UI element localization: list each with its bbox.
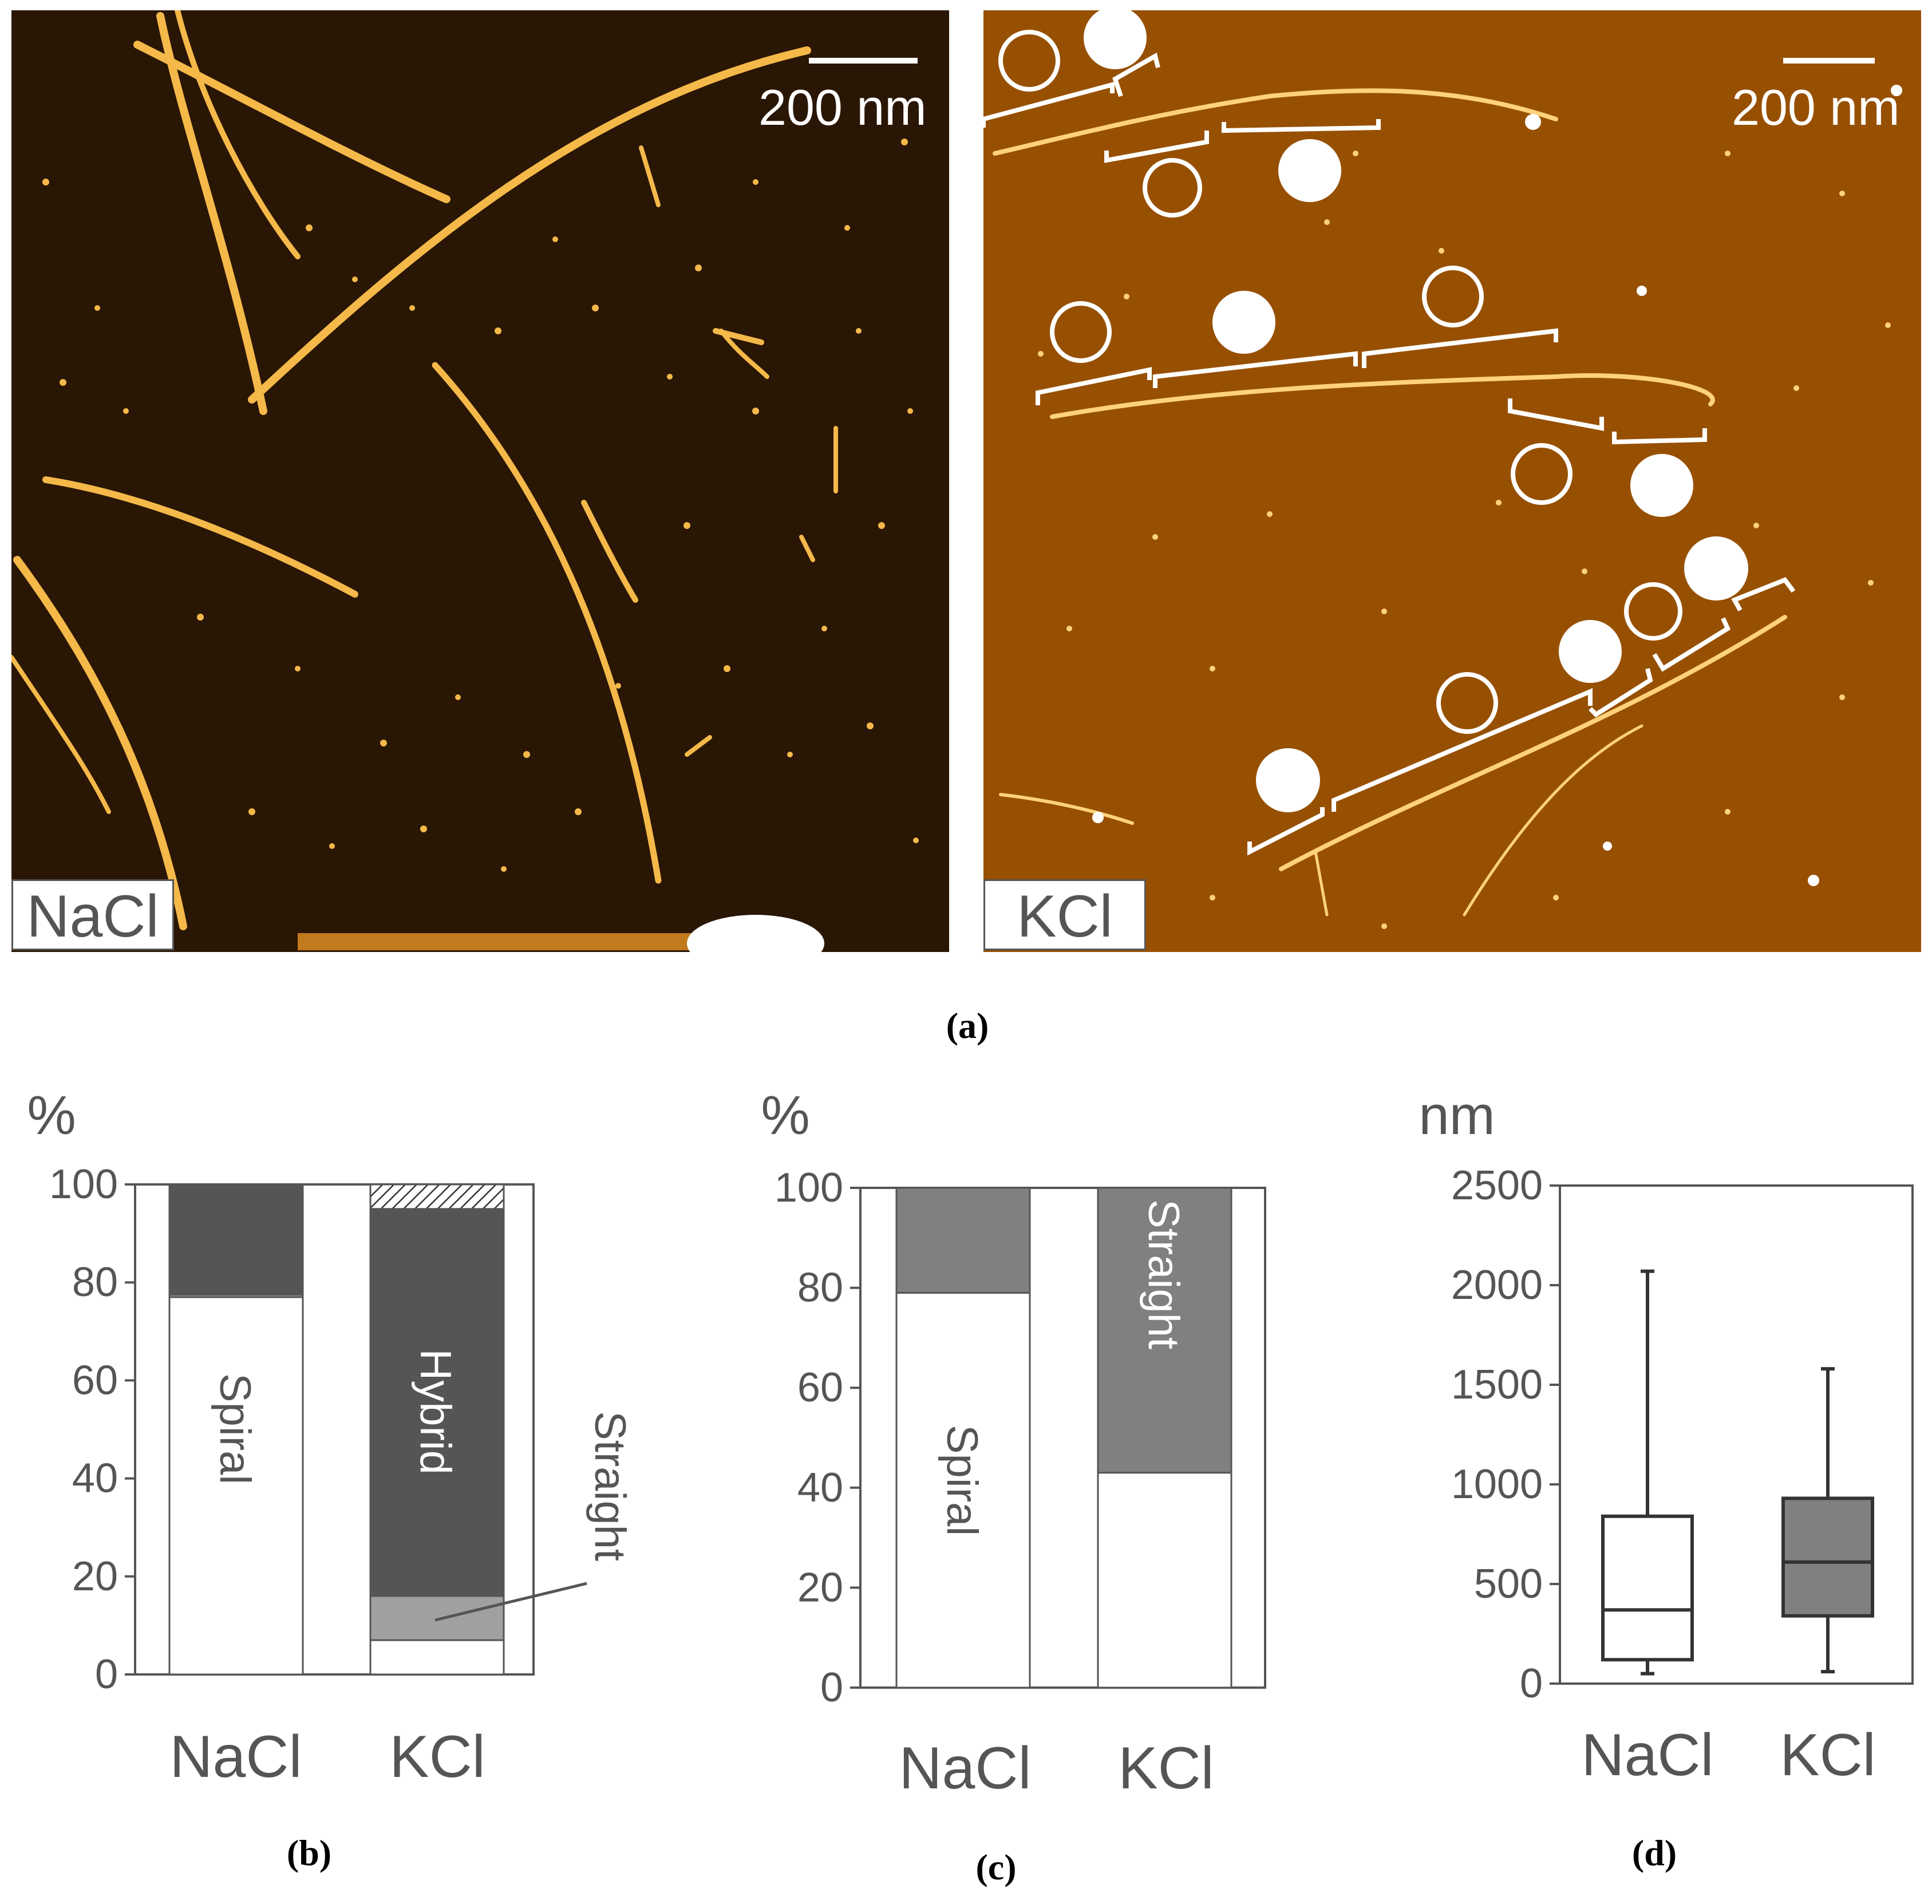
- bar-segment: [369, 1208, 505, 1597]
- bar-segment: [1097, 1187, 1232, 1474]
- y-tick-label: 2500: [1451, 1163, 1543, 1208]
- plot-frame: [1559, 1184, 1914, 1685]
- bar-segment: [369, 1595, 505, 1641]
- spiral-marker: [1143, 158, 1202, 218]
- bar-segment: [369, 1183, 505, 1210]
- spiral-marker: [1050, 301, 1112, 363]
- y-tick-label: 20: [72, 1554, 118, 1599]
- y-tick-label: 40: [72, 1456, 118, 1502]
- y-tick-label: 80: [797, 1265, 843, 1311]
- x-category-label: NaCl: [169, 1724, 302, 1790]
- afm-image-kcl: 200 nm KCl: [981, 6, 1921, 952]
- afm-nacl-svg: [9, 7, 949, 972]
- spiral-marker: [998, 30, 1060, 92]
- segment-label-straight: Straight: [1139, 1199, 1188, 1349]
- y-axis-unit: %: [27, 1085, 76, 1146]
- straight-marker: [1256, 748, 1320, 812]
- x-category-label: KCl: [1780, 1722, 1876, 1788]
- plot-frame: [134, 1183, 535, 1676]
- caption-b: (b): [286, 1832, 332, 1873]
- afm-image-nacl: 200 nm NaCl: [9, 7, 949, 972]
- y-tick-label: 100: [775, 1165, 843, 1211]
- segment-label-straight: Straight: [586, 1411, 634, 1561]
- bar-segment: [1097, 1472, 1232, 1689]
- afm-kcl-background: [983, 10, 1921, 952]
- box-iqr: [1781, 1496, 1874, 1618]
- afm-nacl-fibers: [9, 7, 838, 930]
- scale-bar-label-nacl: 200 nm: [758, 79, 927, 136]
- segment-label-hybrid: Hybrid: [411, 1349, 460, 1475]
- spiral-marker: [1436, 672, 1498, 734]
- y-tick-label: 1500: [1451, 1362, 1543, 1408]
- afm-nacl-background: [11, 10, 949, 952]
- chart-c: 100 80 60 40 20 0% NaCl KCl Spiral Straight: [761, 1085, 1266, 1802]
- y-tick-label: 60: [797, 1365, 843, 1411]
- straight-marker: [1278, 139, 1341, 202]
- scale-bar-nacl: [809, 58, 918, 64]
- y-tick-label: 500: [1474, 1561, 1543, 1607]
- bar-segment: [168, 1296, 304, 1676]
- y-tick-label: 0: [1520, 1661, 1543, 1707]
- y-tick-label: 1000: [1451, 1461, 1543, 1507]
- afm-kcl-particles: [1092, 85, 1902, 886]
- plot-frame: [859, 1187, 1266, 1689]
- bar-segment: [895, 1291, 1031, 1689]
- y-axis-unit: %: [761, 1085, 809, 1146]
- box-iqr: [1601, 1514, 1694, 1662]
- scale-bar-kcl: [1783, 58, 1875, 64]
- chart-d: 2500 2000 1500 1000 500 0 nm NaCl KCl: [1419, 1085, 1914, 1788]
- spiral-marker: [1422, 266, 1484, 327]
- caption-d: (d): [1631, 1832, 1677, 1873]
- x-category-label: KCl: [389, 1724, 485, 1790]
- spiral-marker: [1624, 582, 1682, 641]
- x-category-label: NaCl: [899, 1735, 1031, 1802]
- charts-svg: 100 80 60 40 20 0% NaCl KCl Spiral Hybrid Straight…: [27, 1085, 1914, 1802]
- y-tick-label: 2000: [1451, 1262, 1543, 1308]
- straight-marker: [1559, 620, 1622, 683]
- y-tick-label: 0: [95, 1652, 118, 1697]
- y-axis-unit: nm: [1419, 1085, 1495, 1146]
- afm-kcl-fibers: [993, 88, 1787, 917]
- segment-markers-kcl: [998, 6, 1748, 812]
- caption-c: (c): [975, 1847, 1017, 1887]
- bar-segment: [168, 1183, 304, 1296]
- afm-kcl-svg: [981, 6, 1921, 952]
- y-tick-label: 100: [49, 1162, 118, 1207]
- afm-nacl-particles: [42, 139, 919, 872]
- caption-a: (a): [946, 1005, 989, 1046]
- afm-label-nacl: NaCl: [11, 879, 174, 950]
- straight-marker: [1684, 536, 1748, 601]
- segment-label-spiral: Spiral: [938, 1425, 986, 1536]
- straight-marker: [1630, 454, 1693, 517]
- straight-leader-line: [434, 1582, 587, 1622]
- segment-brackets-kcl: [981, 52, 1796, 856]
- afm-label-kcl: KCl: [983, 879, 1146, 950]
- bar-segment: [369, 1639, 505, 1676]
- straight-marker: [1212, 291, 1275, 354]
- x-category-label: NaCl: [1581, 1722, 1713, 1788]
- x-category-label: KCl: [1118, 1735, 1214, 1802]
- scale-bar-label-kcl: 200 nm: [1732, 79, 1900, 136]
- bar-segment: [895, 1187, 1031, 1294]
- y-tick-label: 0: [820, 1665, 843, 1711]
- y-tick-label: 20: [797, 1565, 843, 1610]
- spiral-marker: [1511, 443, 1573, 505]
- y-tick-label: 40: [797, 1465, 843, 1511]
- afm-kcl-dots: [1038, 151, 1891, 929]
- y-tick-label: 80: [72, 1259, 118, 1305]
- chart-b: 100 80 60 40 20 0% NaCl KCl Spiral Hybrid Straight: [27, 1085, 634, 1790]
- y-tick-label: 60: [72, 1357, 118, 1403]
- segment-label-spiral: Spiral: [211, 1373, 259, 1484]
- straight-marker: [1084, 6, 1147, 69]
